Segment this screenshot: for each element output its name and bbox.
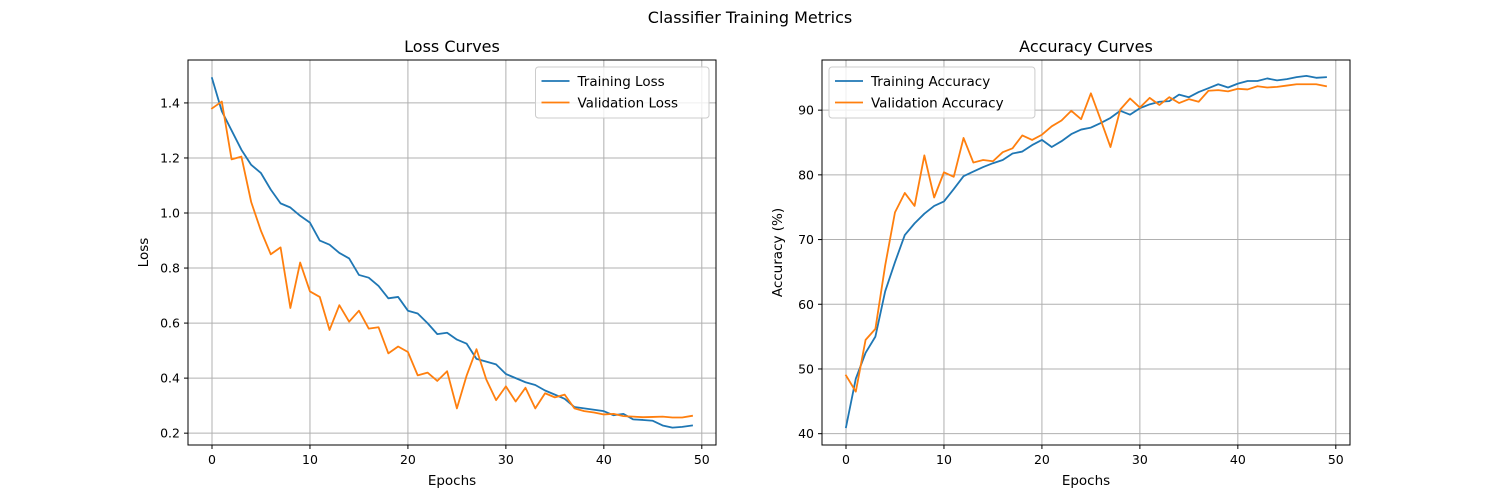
series-line-training-loss [210,77,694,429]
loss-legend-frame [535,66,710,119]
loss-plot-title: Loss Curves [404,37,500,56]
accuracy-axes-frame [821,59,1351,446]
accuracy-y-tick-label-3: 70 [798,232,814,247]
loss-curves-plot: 0 10 20 30 40 50 0.2 0.4 0.6 0.8 1.0 1.2 1.4 Loss Cur… [136,37,717,489]
accuracy-x-tick-label-0: 0 [842,452,850,467]
series-line-validation-accuracy [844,83,1328,393]
loss-y-axis-label: Loss [136,238,152,268]
accuracy-y-tick-label-0: 40 [798,426,814,441]
accuracy-y-axis-label: Accuracy (%) [770,208,786,297]
accuracy-x-tick-label-3: 30 [1132,452,1148,467]
legend-label-training-accuracy: Training Accuracy [870,74,990,90]
loss-y-tick-label-3: 0.8 [160,261,180,276]
accuracy-x-axis-label: Epochs [1062,473,1110,489]
accuracy-y-tick-label-2: 60 [798,297,814,312]
series-line-validation-loss [210,100,694,419]
loss-x-tick-label-1: 10 [302,452,318,467]
legend-label-training-loss: Training Loss [577,74,665,90]
legend-label-validation-loss: Validation Loss [578,96,679,112]
loss-x-tick-label-2: 20 [400,452,416,467]
accuracy-y-tick-label-1: 50 [798,361,814,376]
accuracy-plot-title: Accuracy Curves [1019,37,1153,56]
accuracy-legend-frame [828,66,1036,119]
accuracy-x-tick-label-1: 10 [936,452,952,467]
legend-label-validation-accuracy: Validation Accuracy [871,96,1004,112]
loss-y-tick-label-4: 1.0 [160,206,180,221]
loss-y-tick-label-6: 1.4 [160,95,180,110]
loss-axes-frame [187,59,717,446]
accuracy-x-tick-label-4: 40 [1230,452,1246,467]
loss-x-tick-label-5: 50 [694,452,710,467]
accuracy-legend: Training Accuracy Validation Accuracy [828,66,1036,119]
series-line-training-accuracy [844,74,1327,429]
loss-x-tick-label-0: 0 [208,452,216,467]
accuracy-x-tick-label-5: 50 [1328,452,1344,467]
accuracy-curves-plot: 0 10 20 30 40 50 40 50 60 70 80 90 Accuracy Curves Ep… [770,37,1351,489]
accuracy-y-tick-label-4: 80 [798,167,814,182]
loss-y-tick-label-1: 0.4 [160,371,180,386]
accuracy-x-tick-label-2: 20 [1034,452,1050,467]
loss-x-axis-label: Epochs [428,473,476,489]
loss-y-tick-label-5: 1.2 [160,150,180,165]
loss-legend: Training Loss Validation Loss [535,66,710,119]
loss-y-tick-label-0: 0.2 [160,426,180,441]
loss-x-tick-label-4: 40 [596,452,612,467]
accuracy-y-tick-label-5: 90 [798,103,814,118]
loss-x-tick-label-3: 30 [498,452,514,467]
figure-suptitle: Classifier Training Metrics [648,8,852,27]
loss-y-tick-label-2: 0.6 [160,316,180,331]
